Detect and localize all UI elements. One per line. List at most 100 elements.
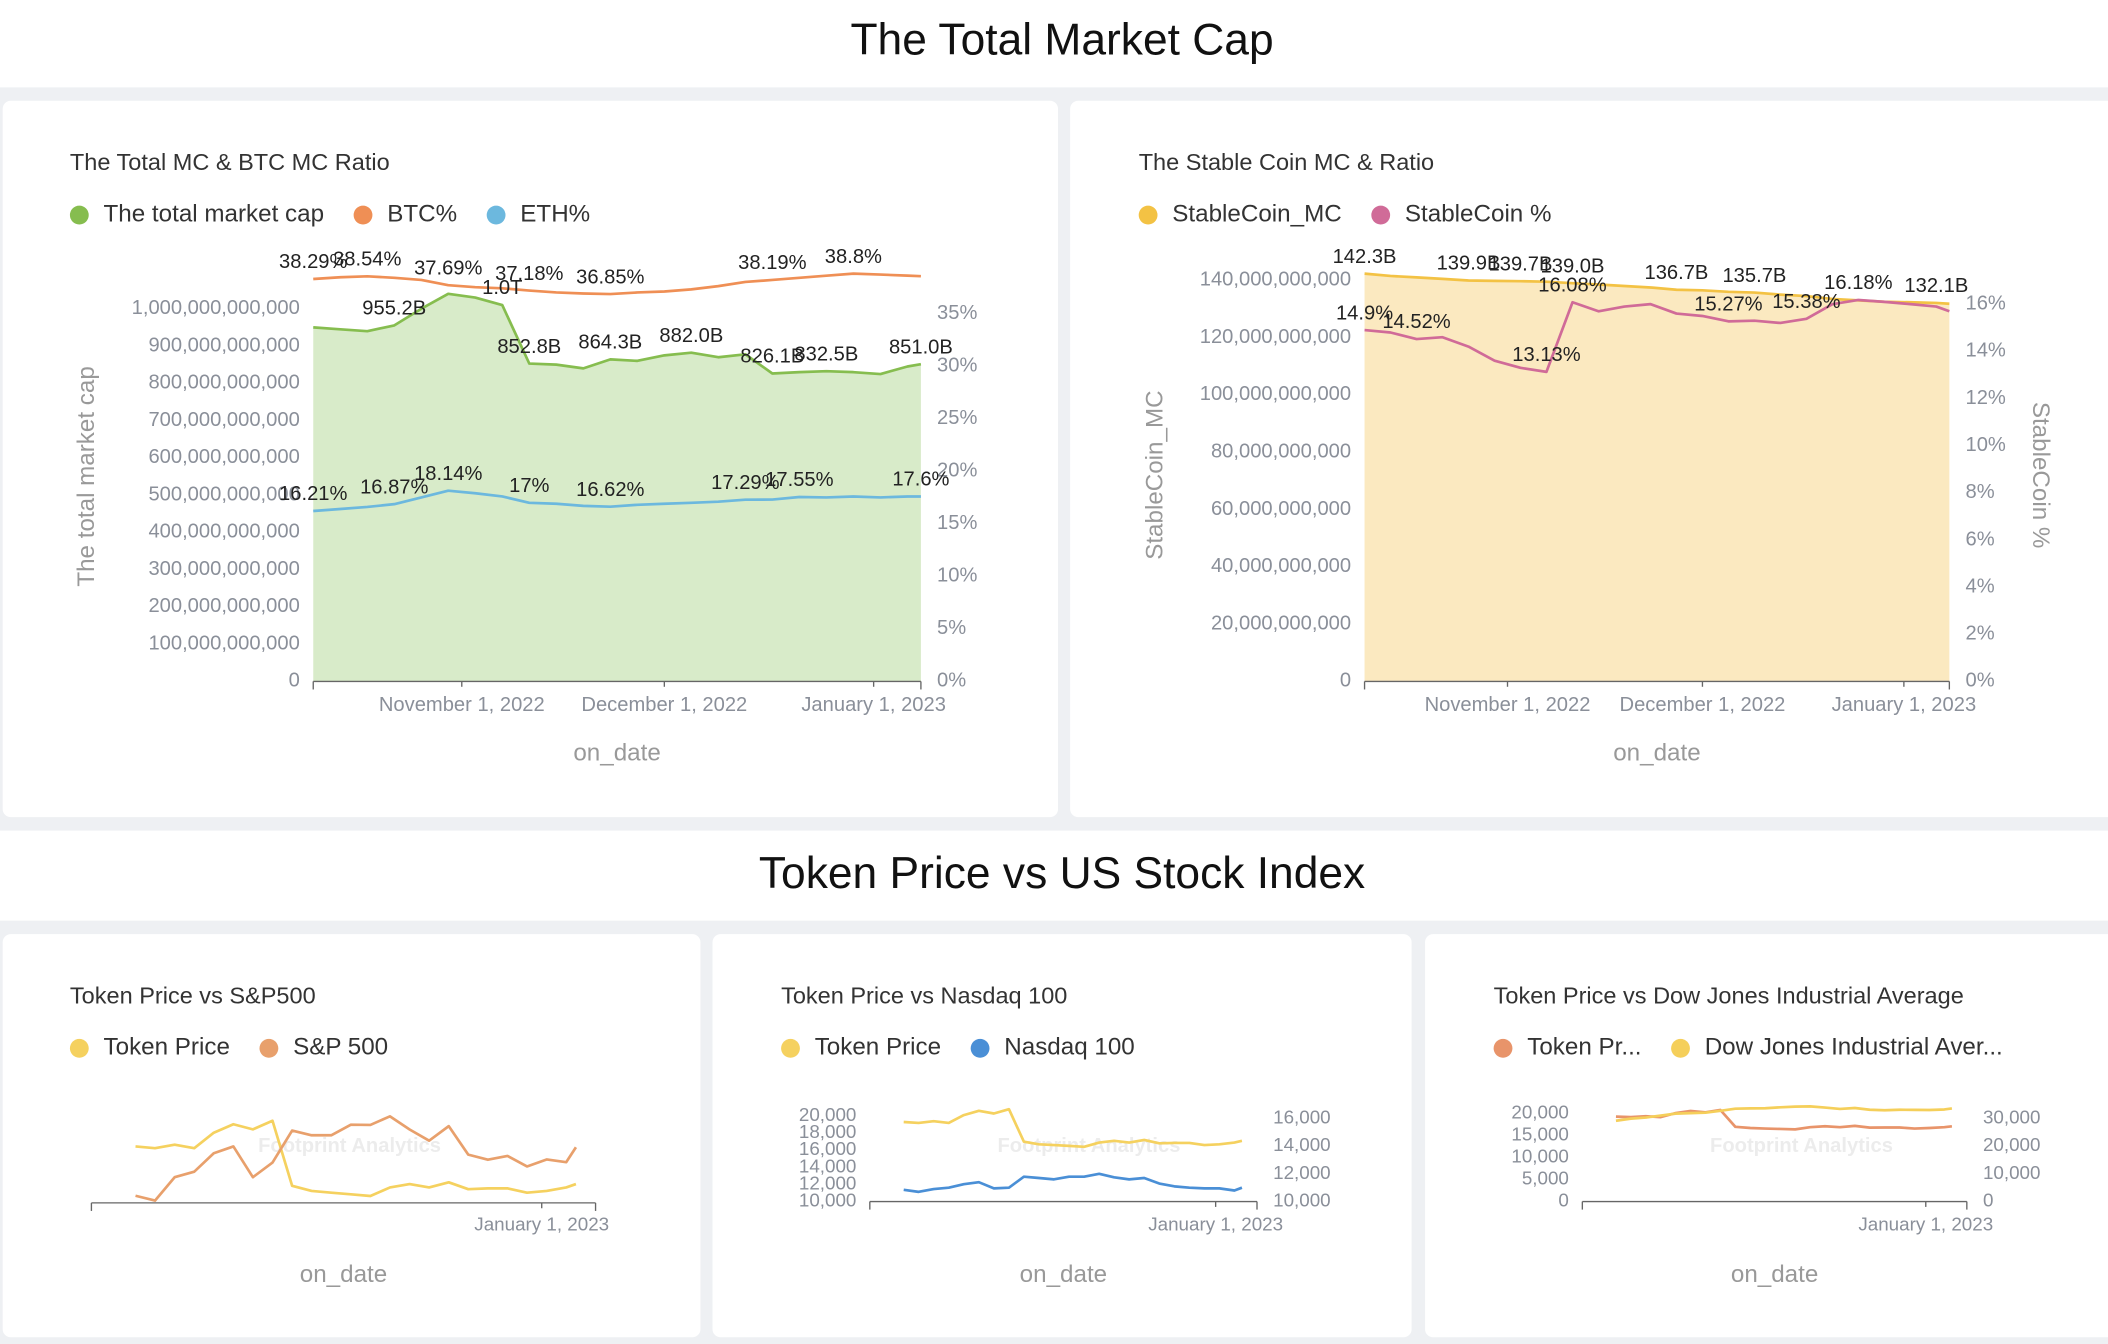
watermark: Footprint Analytics [258,1135,441,1157]
legend-marker [259,1038,279,1058]
card-title: The Stable Coin MC & Ratio [1139,149,1434,175]
x-tick-label: January 1, 2023 [801,694,946,716]
data-label: 15.38% [1772,291,1840,313]
legend-label: S&P 500 [293,1034,388,1061]
data-label: 882.0B [659,325,723,347]
card-title: Token Price vs Dow Jones Industrial Aver… [1494,982,1964,1008]
legend-marker [353,205,373,225]
section-header [0,0,2108,88]
y2-tick-label: 2% [1965,623,1994,645]
y2-tick-label: 10,000 [1273,1190,1331,1211]
y-tick-label: 10,000 [799,1190,857,1211]
y2-tick-label: 10% [1965,434,2005,456]
data-label: 17% [509,475,549,497]
y-tick-label: 900,000,000,000 [148,334,299,356]
legend-marker [69,205,89,225]
line [313,292,922,376]
data-label: 1.0T [482,277,522,299]
data-label: 38.54% [333,249,401,271]
legend-label: Token Pr... [1527,1034,1641,1061]
y-tick-label: 0 [1340,670,1351,692]
area [1364,273,1950,682]
y-tick-label: 120,000,000,000 [1200,326,1351,348]
x-axis-label: on_date [1020,1261,1107,1288]
y-tick-label: 500,000,000,000 [148,483,299,505]
data-label: 139.7B [1489,253,1553,275]
data-label: 132.1B [1904,275,1968,297]
y-tick-label: 20,000,000,000 [1211,612,1351,634]
x-axis-label: on_date [1613,739,1700,766]
card-title: The Total MC & BTC MC Ratio [70,149,390,175]
data-label: 852.8B [497,336,561,358]
data-label: 16.18% [1824,272,1892,294]
area [313,293,921,682]
y2-tick-label: 20% [937,460,977,482]
y-axis-label: The total market cap [73,366,100,586]
data-label: 13.13% [1512,344,1580,366]
y-tick-label: 1,000,000,000,000 [132,297,300,319]
x-axis-label: on_date [300,1261,387,1288]
y2-tick-label: 16% [1965,292,2005,314]
section-title: The Total Market Cap [850,16,1273,65]
line [135,1119,577,1198]
legend-marker [1671,1038,1690,1058]
legend-marker [1371,205,1391,225]
section-title: Token Price vs US Stock Index [759,849,1365,898]
y-tick-label: 0 [289,670,300,692]
legend-label: The total market cap [104,200,325,227]
data-label: 17.6% [892,469,949,491]
y-tick-label: 300,000,000,000 [148,558,299,580]
y-axis-label: StableCoin_MC [1142,390,1169,559]
legend-marker [781,1038,800,1058]
data-label: 36.85% [576,266,644,288]
y-tick-label: 400,000,000,000 [148,521,299,543]
line [903,1107,1243,1149]
legend-marker [1493,1038,1513,1058]
data-label: 14.9% [1336,302,1393,324]
data-label: 16.08% [1538,274,1606,296]
x-tick-label: December 1, 2022 [581,694,747,716]
data-label: 864.3B [578,332,642,354]
y2-tick-label: 15% [937,512,977,534]
y2-tick-label: 20,000 [1983,1134,2041,1155]
x-tick-label: January 1, 2023 [1858,1214,1993,1235]
y2-tick-label: 14% [1965,340,2005,362]
data-label: 17.29% [711,472,779,494]
x-tick-label: December 1, 2022 [1620,694,1786,716]
card [712,934,1412,1338]
y-tick-label: 10,000 [1511,1146,1569,1167]
y-tick-label: 140,000,000,000 [1200,269,1351,291]
x-tick-label: January 1, 2023 [1832,694,1977,716]
data-label: 14.52% [1382,311,1450,333]
legend-label: ETH% [520,200,590,227]
y-tick-label: 60,000,000,000 [1211,498,1351,520]
y2-tick-label: 6% [1965,528,1994,550]
line [1364,298,1950,374]
line [1615,1105,1953,1123]
legend-label: StableCoin_MC [1172,200,1341,227]
data-label: 139.0B [1541,255,1605,277]
data-label: 38.8% [825,246,882,268]
y-tick-label: 800,000,000,000 [148,372,299,394]
card-title: Token Price vs S&P500 [70,982,316,1008]
y-tick-label: 12,000 [799,1172,857,1193]
data-label: 139.9B [1437,253,1501,275]
y-tick-label: 5,000 [1522,1168,1569,1189]
y2-tick-label: 12,000 [1273,1162,1331,1183]
y-tick-label: 80,000,000,000 [1211,441,1351,463]
legend-label: Token Price [104,1034,230,1061]
x-axis-label: on_date [1731,1261,1818,1288]
y-tick-label: 18,000 [799,1121,857,1142]
legend-marker [970,1038,990,1058]
y-tick-label: 16,000 [799,1138,857,1159]
watermark: Footprint Analytics [1710,1135,1893,1157]
y2-tick-label: 14,000 [1273,1134,1331,1155]
y-tick-label: 0 [1558,1190,1568,1211]
card-title: Token Price vs Nasdaq 100 [781,982,1067,1008]
y-tick-label: 100,000,000,000 [1200,383,1351,405]
y2-tick-label: 16,000 [1273,1106,1331,1127]
legend-marker [69,1038,89,1058]
card [2,934,701,1338]
data-label: 142.3B [1333,246,1397,268]
